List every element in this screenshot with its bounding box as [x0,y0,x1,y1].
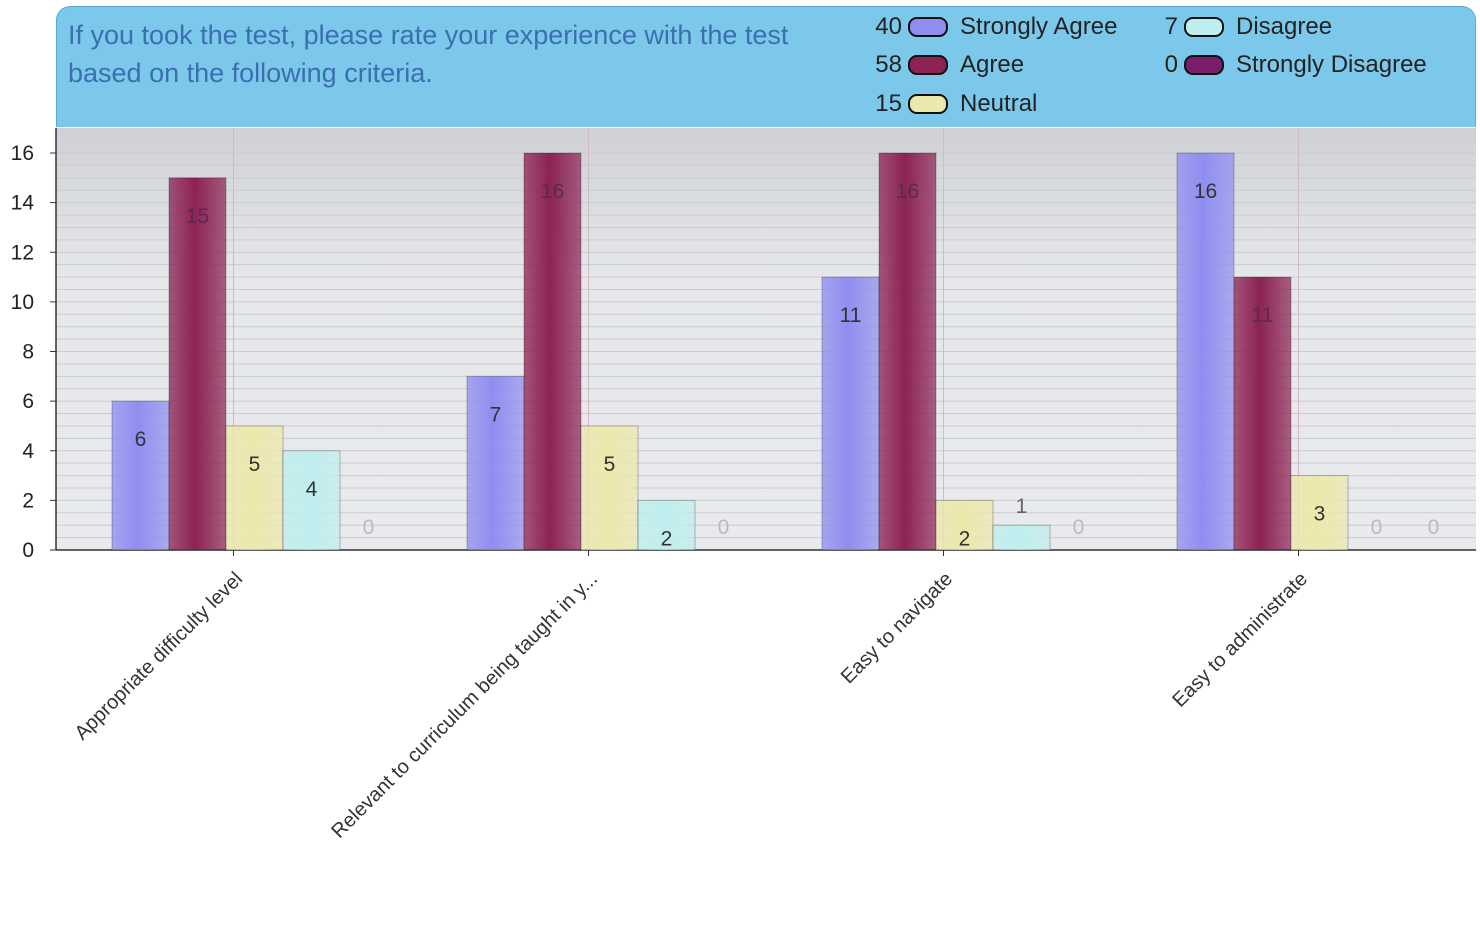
data-label: 2 [661,527,673,550]
y-tick-label: 2 [22,489,34,512]
bar [111,400,170,551]
chart-header [56,6,1476,127]
y-tick-label: 14 [11,192,35,215]
bar [935,499,994,551]
legend-label: Strongly Agree [960,13,1118,40]
bar [637,499,696,551]
legend-item-strongly-agree: 40 Strongly Agree [866,12,1117,42]
data-label: 0 [1073,516,1085,539]
legend-swatch [1184,17,1224,37]
data-label: 4 [306,478,318,501]
data-label: 7 [490,403,502,426]
y-tick-label: 0 [22,539,34,562]
y-tick-label: 12 [11,241,34,264]
bar [523,152,582,551]
legend-item-disagree: 7 Disagree [1142,12,1332,42]
legend-item-neutral: 15 Neutral [866,89,1037,119]
data-label: 16 [896,180,919,203]
bar [821,276,880,551]
chart-title: If you took the test, please rate your e… [68,20,789,88]
data-label: 1 [1016,495,1028,518]
x-tick-label: Relevant to curriculum being taught in y… [327,568,602,843]
bar [992,524,1051,551]
bar [466,375,525,551]
legend-label: Disagree [1236,13,1333,40]
data-label: 16 [1194,180,1217,203]
legend-label: Agree [960,51,1025,78]
legend-item-strongly-disagree: 0 Strongly Disagree [1142,50,1427,80]
y-tick-label: 10 [11,291,34,314]
x-tick-label: Easy to administrate [1168,568,1312,712]
legend-total: 58 [875,51,902,78]
y-tick-label: 8 [22,341,34,364]
bar [1290,475,1349,551]
data-label: 0 [718,516,730,539]
data-label: 5 [249,453,261,476]
x-tick-label: Easy to navigate [837,568,957,688]
data-label: 11 [840,304,862,327]
data-label: 0 [1428,516,1440,539]
bar [168,177,227,551]
bar [282,450,341,551]
data-label: 3 [1314,503,1326,526]
legend-swatch [1184,55,1224,75]
y-tick-label: 4 [22,440,34,463]
data-label: 11 [1252,304,1274,327]
data-label: 2 [959,527,971,550]
legend-swatch [908,17,948,37]
legend-item-agree: 58 Agree [866,50,1024,80]
legend-total: 15 [875,90,902,117]
x-tick-label: Appropriate difficulty level [71,568,247,744]
legend-label: Strongly Disagree [1236,51,1427,78]
legend-total: 40 [875,13,902,40]
bar [1176,152,1235,551]
legend-total: 0 [1164,51,1178,78]
legend-swatch [908,55,948,75]
y-tick-label: 6 [22,390,34,413]
bar [580,425,639,551]
bar [225,425,284,551]
data-label: 0 [363,516,375,539]
legend-label: Neutral [960,90,1038,117]
legend-swatch [908,94,948,114]
data-label: 0 [1371,516,1383,539]
bar [878,152,937,551]
data-label: 15 [186,205,209,228]
legend-total: 7 [1164,13,1178,40]
data-label: 16 [541,180,564,203]
data-label: 6 [135,428,147,451]
data-label: 5 [604,453,616,476]
y-tick-label: 16 [11,142,34,165]
bar [1233,276,1292,551]
